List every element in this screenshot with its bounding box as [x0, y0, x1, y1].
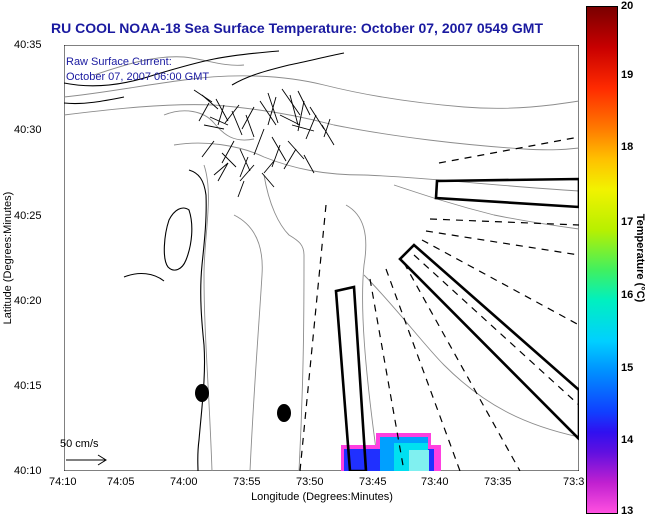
colorbar-tick: 16 — [621, 289, 634, 301]
coastline — [64, 50, 345, 471]
x-axis-label: Longitude (Degrees:Minutes) — [251, 491, 393, 503]
colorbar-tick: 20 — [621, 0, 634, 12]
xtick-label: 73:50 — [296, 476, 324, 488]
scale-arrow — [66, 454, 107, 466]
current-vectors — [193, 88, 335, 198]
marker-blob-2 — [277, 404, 291, 422]
xtick-label: 73:35 — [484, 476, 512, 488]
xtick-label: 73:55 — [233, 476, 261, 488]
current-label-line1: Raw Surface Current: — [66, 56, 172, 68]
xtick-label: 74:05 — [107, 476, 135, 488]
y-axis-label: Latitude (Degrees:Minutes) — [2, 191, 14, 325]
colorbar-tick: 19 — [621, 69, 634, 81]
marker-blob-1 — [195, 384, 209, 402]
current-label-line2: October 07, 2007 06:00 GMT — [66, 71, 210, 83]
solid-polygons — [334, 177, 579, 471]
xtick-label: 73:45 — [359, 476, 387, 488]
colorbar-tick: 17 — [621, 216, 634, 228]
colorbar-tick: 14 — [621, 434, 634, 446]
xtick-label: 74:00 — [170, 476, 198, 488]
xtick-label: 74:10 — [49, 476, 77, 488]
xtick-label: 73:3 — [563, 476, 585, 488]
map-panel — [64, 45, 579, 471]
colorbar-label: Temperature (°C) — [634, 213, 646, 303]
colorbar-tick: 13 — [621, 505, 634, 517]
ytick-label: 40:10 — [14, 465, 42, 477]
sst-patch — [341, 433, 441, 471]
dashed-boundaries — [299, 136, 579, 471]
ytick-label: 40:15 — [14, 380, 42, 392]
ytick-label: 40:25 — [14, 210, 42, 222]
ytick-label: 40:30 — [14, 124, 42, 136]
colorbar-tick: 18 — [621, 141, 634, 153]
ytick-label: 40:35 — [14, 39, 42, 51]
scale-label: 50 cm/s — [60, 438, 99, 450]
colorbar-tick: 15 — [621, 362, 634, 374]
bathymetry-contours — [64, 56, 579, 471]
xtick-label: 73:40 — [421, 476, 449, 488]
map-title: RU COOL NOAA-18 Sea Surface Temperature:… — [51, 20, 543, 36]
ytick-label: 40:20 — [14, 295, 42, 307]
temperature-colorbar — [586, 6, 618, 514]
